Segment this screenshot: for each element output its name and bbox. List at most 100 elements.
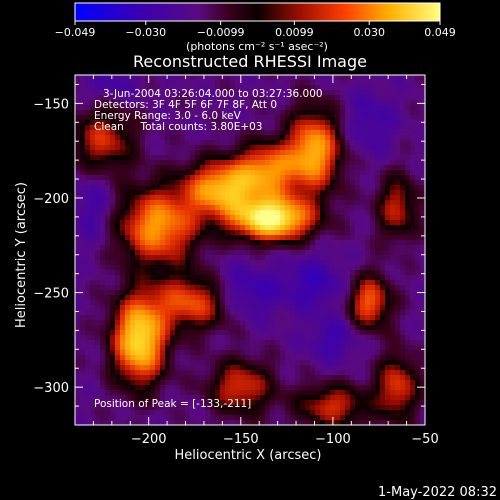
heatmap-cell xyxy=(415,325,421,331)
heatmap-cell xyxy=(145,145,151,151)
heatmap-cell xyxy=(305,390,311,396)
heatmap-cell xyxy=(75,125,81,131)
heatmap-cell xyxy=(215,225,221,231)
heatmap-cell xyxy=(395,260,401,266)
heatmap-cell xyxy=(165,275,171,281)
heatmap-cell xyxy=(335,330,341,336)
heatmap-cell xyxy=(390,150,396,156)
heatmap-cell xyxy=(255,360,261,366)
heatmap-cell xyxy=(185,275,191,281)
heatmap-cell xyxy=(110,325,116,331)
heatmap-cell xyxy=(180,310,186,316)
heatmap-cell xyxy=(80,235,86,241)
heatmap-cell xyxy=(210,185,216,191)
heatmap-cell xyxy=(215,215,221,221)
heatmap-cell xyxy=(385,340,391,346)
heatmap-cell xyxy=(420,230,425,236)
heatmap-cell xyxy=(125,300,131,306)
heatmap-cell xyxy=(270,130,276,136)
heatmap-cell xyxy=(355,200,361,206)
heatmap-cell xyxy=(175,400,181,406)
heatmap-cell xyxy=(175,195,181,201)
heatmap-cell xyxy=(130,140,136,146)
heatmap-cell xyxy=(295,240,301,246)
heatmap-cell xyxy=(375,395,381,401)
heatmap-cell xyxy=(200,355,206,361)
heatmap-cell xyxy=(285,185,291,191)
heatmap-cell xyxy=(415,350,421,356)
heatmap-cell xyxy=(170,95,176,101)
heatmap-cell xyxy=(140,265,146,271)
heatmap-cell xyxy=(175,280,181,286)
heatmap-cell xyxy=(170,250,176,256)
heatmap-cell xyxy=(270,395,276,401)
heatmap-cell xyxy=(315,315,321,321)
heatmap-cell xyxy=(100,315,106,321)
heatmap-cell xyxy=(300,140,306,146)
heatmap-cell xyxy=(360,330,366,336)
heatmap-cell xyxy=(95,265,101,271)
heatmap-cell xyxy=(365,355,371,361)
heatmap-cell xyxy=(410,345,416,351)
heatmap-cell xyxy=(355,390,361,396)
heatmap-cell xyxy=(175,285,181,291)
heatmap-cell xyxy=(85,300,91,306)
heatmap-cell xyxy=(295,215,301,221)
heatmap-cell xyxy=(225,340,231,346)
heatmap-cell xyxy=(100,100,106,106)
heatmap-cell xyxy=(380,365,386,371)
heatmap-cell xyxy=(170,215,176,221)
heatmap-cell xyxy=(355,210,361,216)
heatmap-cell xyxy=(100,390,106,396)
heatmap-cell xyxy=(355,360,361,366)
heatmap-cell xyxy=(100,285,106,291)
heatmap-cell xyxy=(120,165,126,171)
heatmap-cell xyxy=(315,145,321,151)
heatmap-cell xyxy=(380,175,386,181)
heatmap-cell xyxy=(110,415,116,421)
heatmap-cell xyxy=(420,370,425,376)
heatmap-cell xyxy=(405,230,411,236)
heatmap-cell xyxy=(300,330,306,336)
heatmap-cell xyxy=(310,275,316,281)
heatmap-cell xyxy=(90,175,96,181)
heatmap-cell xyxy=(335,340,341,346)
heatmap-cell xyxy=(150,160,156,166)
heatmap-cell xyxy=(80,385,86,391)
heatmap-cell xyxy=(115,415,121,421)
heatmap-cell xyxy=(405,355,411,361)
heatmap-cell xyxy=(415,175,421,181)
heatmap-cell xyxy=(165,80,171,86)
heatmap-cell xyxy=(355,195,361,201)
heatmap-cell xyxy=(145,380,151,386)
heatmap-cell xyxy=(145,185,151,191)
heatmap-cell xyxy=(410,120,416,126)
heatmap-cell xyxy=(220,200,226,206)
heatmap-cell xyxy=(140,270,146,276)
heatmap-cell xyxy=(305,375,311,381)
heatmap-cell xyxy=(330,165,336,171)
heatmap-cell xyxy=(255,195,261,201)
heatmap-cell xyxy=(390,135,396,141)
heatmap-cell xyxy=(270,75,276,81)
heatmap-cell xyxy=(315,280,321,286)
heatmap-cell xyxy=(145,230,151,236)
heatmap-cell xyxy=(240,395,246,401)
heatmap-cell xyxy=(195,345,201,351)
heatmap-cell xyxy=(185,265,191,271)
heatmap-cell xyxy=(200,170,206,176)
heatmap-cell xyxy=(170,135,176,141)
heatmap-cell xyxy=(390,330,396,336)
heatmap-cell xyxy=(225,335,231,341)
heatmap-cell xyxy=(365,235,371,241)
heatmap-cell xyxy=(195,305,201,311)
heatmap-cell xyxy=(320,400,326,406)
heatmap-cell xyxy=(85,310,91,316)
heatmap-cell xyxy=(260,160,266,166)
heatmap-cell xyxy=(165,355,171,361)
heatmap-cell xyxy=(85,250,91,256)
heatmap-cell xyxy=(185,270,191,276)
heatmap-cell xyxy=(305,270,311,276)
heatmap-cell xyxy=(320,245,326,251)
heatmap-cell xyxy=(350,270,356,276)
